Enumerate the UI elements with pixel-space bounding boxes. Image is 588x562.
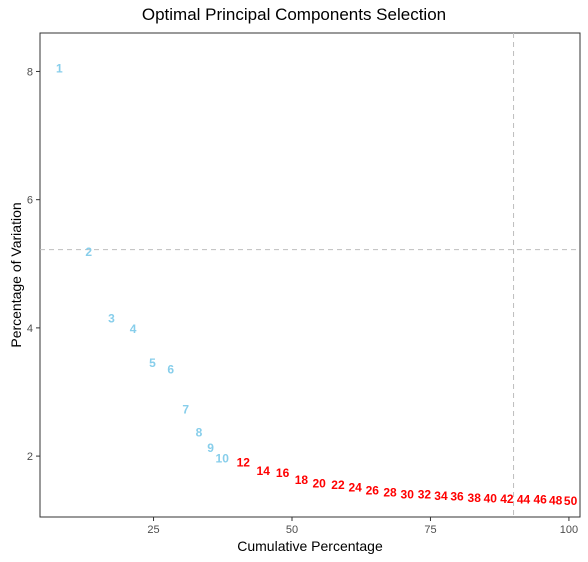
plot-panel xyxy=(39,32,581,518)
chart-title: Optimal Principal Components Selection xyxy=(141,5,447,24)
y-tick-label: 2 xyxy=(27,451,33,463)
x-tick-label: 75 xyxy=(424,524,436,536)
point-label-pc-20: 20 xyxy=(312,477,326,491)
point-label-pc-22: 22 xyxy=(331,478,345,492)
point-label-pc-34: 34 xyxy=(434,489,448,503)
point-label-pc-14: 14 xyxy=(257,464,271,478)
y-axis-ticks: 2 4 6 8 xyxy=(27,66,40,463)
reference-lines xyxy=(40,33,580,517)
point-label-pc-48: 48 xyxy=(549,493,563,507)
point-label-pc-50: 50 xyxy=(564,494,578,508)
point-label-pc-6: 6 xyxy=(167,363,174,377)
point-label-pc-26: 26 xyxy=(366,484,380,498)
point-label-pc-46: 46 xyxy=(533,493,547,507)
point-label-pc-2: 2 xyxy=(85,245,92,259)
x-tick-label: 100 xyxy=(560,524,578,536)
point-label-pc-36: 36 xyxy=(450,489,464,503)
point-label-pc-30: 30 xyxy=(401,488,415,502)
point-label-pc-18: 18 xyxy=(295,473,309,487)
point-label-pc-3: 3 xyxy=(108,311,115,325)
x-axis-title: Cumulative Percentage xyxy=(237,538,383,554)
y-tick-label: 8 xyxy=(27,66,33,78)
point-label-pc-40: 40 xyxy=(484,491,498,505)
point-label-pc-12: 12 xyxy=(237,456,251,470)
y-tick-label: 4 xyxy=(27,323,33,335)
point-label-pc-44: 44 xyxy=(517,493,531,507)
x-axis-ticks: 25 50 75 100 xyxy=(147,517,578,536)
x-tick-label: 50 xyxy=(286,524,298,536)
point-label-pc-10: 10 xyxy=(216,452,230,466)
point-label-pc-24: 24 xyxy=(348,481,362,495)
point-label-pc-32: 32 xyxy=(418,488,432,502)
point-label-pc-38: 38 xyxy=(468,491,482,505)
point-label-pc-28: 28 xyxy=(383,486,397,500)
y-tick-label: 6 xyxy=(27,195,33,207)
point-label-pc-5: 5 xyxy=(149,356,156,370)
point-label-pc-9: 9 xyxy=(207,441,214,455)
x-tick-label: 25 xyxy=(147,524,159,536)
y-axis-title: Percentage of Variation xyxy=(8,202,24,348)
point-label-pc-16: 16 xyxy=(276,466,290,480)
point-label-pc-8: 8 xyxy=(196,425,203,439)
point-label-pc-1: 1 xyxy=(56,61,63,75)
point-label-pc-42: 42 xyxy=(500,492,514,506)
point-label-pc-7: 7 xyxy=(182,402,189,416)
point-label-pc-4: 4 xyxy=(130,322,137,336)
